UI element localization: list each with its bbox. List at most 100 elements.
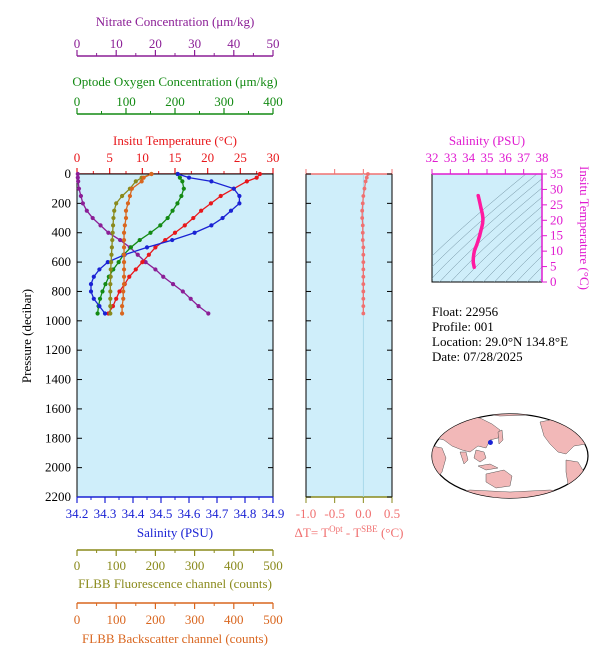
ts-density-contour-line [461,206,542,282]
temperature-data-point [254,175,259,180]
profile-plot-area [76,173,274,498]
ts-density-contour-line [538,277,542,282]
ts-data-point [480,212,485,216]
backscatter-data-point [119,311,125,316]
ts-data-point [481,217,485,221]
fluorescence-tick-label: 300 [185,558,205,573]
fluorescence-data-point [114,201,119,206]
oxygen-data-point [128,245,133,250]
japan-landmass [497,429,504,445]
ts-density-contour-line [432,174,527,257]
pressure-tick-label: 200 [52,195,72,210]
nitrate-tick-label: 0 [74,36,81,51]
pressure-tick-label: 2200 [45,489,71,504]
float-id-text: Float: 22956 [432,304,499,319]
nitrate-data-point [76,186,82,191]
temperature-data-point [191,215,196,221]
salinity-data-point [231,186,236,191]
ts-data-point [479,229,483,233]
pressure-tick-label: 1000 [45,313,71,328]
fluorescence-tick-label: 200 [146,558,166,573]
fluorescence-tick-label: 400 [224,558,244,573]
nitrate-data-point [196,304,201,309]
backscatter-data-point [125,201,131,206]
pressure-tick-label: 800 [52,283,72,298]
fluorescence-data-point [133,179,138,184]
world-map [431,413,589,499]
salinity-data-point [209,223,214,228]
ts-panel: Salinity (PSU) 32 33 34 35 36 37 3805101520253… [426,133,593,290]
salinity-data-point [105,259,110,265]
backscatter-data-point [123,208,129,213]
salinity-data-point [209,179,214,184]
ts-data-point [479,206,483,210]
nitrate-tick-label: 40 [227,36,240,51]
delta-t-data-point [360,208,365,213]
date-text: Date: 07/28/2025 [432,349,523,364]
delta-t-data-point [360,216,365,220]
nitrate-axis: Nitrate Concentration (μm/kg) 0 10 20 30 40 5… [74,14,280,57]
ts-density-contour-line [527,266,542,282]
pressure-tick-label: 1600 [45,401,71,416]
ts-salinity-tick-label: 33 [444,150,457,165]
backscatter-tick-label: 500 [263,612,283,627]
salinity-tick-label: 34.5 [150,506,173,521]
nitrate-data-point [75,171,80,177]
delta-t-data-point [361,282,366,287]
oxygen-data-point [170,208,175,213]
oxygen-data-point [95,311,100,316]
salinity-tick-label: 34.9 [262,506,285,521]
ts-density-contour-line [432,174,538,268]
oxygen-axis: Optode Oxygen Concentration (μm/kg) 0 100… [72,74,283,115]
temperature-data-point [140,259,145,265]
nitrate-tick-label: 50 [267,36,280,51]
oxygen-tick-label: 0 [74,94,81,109]
fluorescence-data-point [108,304,113,309]
temperature-data-point [244,179,249,184]
oxygen-data-point [180,179,185,184]
delta-t-data-point [361,194,366,198]
delta-t-data-point [361,260,366,264]
backscatter-data-point [121,245,127,250]
oxygen-data-point [100,289,105,294]
indonesia-landmass [477,463,499,471]
backscatter-data-point [121,237,127,243]
backscatter-tick-label: 0 [74,612,81,627]
temperature-tick-label: 30 [267,150,280,165]
fluorescence-data-point [108,274,113,279]
nitrate-data-point [75,175,80,180]
delta-t-data-point [360,238,365,242]
delta-t-axis-title: ΔT= TOpt - TSBE (°C) [295,524,404,540]
oxygen-data-point [97,296,103,301]
backscatter-data-point [119,304,125,309]
backscatter-tick-label: 100 [106,612,126,627]
arctic-landmass [469,414,561,417]
temperature-data-point [133,267,138,272]
ts-salinity-tick-label: 35 [481,150,494,165]
salinity-data-point [97,267,102,272]
backscatter-data-point [122,223,127,228]
nitrate-tick-label: 20 [149,36,162,51]
delta-t-data-point [361,274,366,279]
backscatter-data-point [129,186,134,191]
profile-panel: Pressure (decibar) 0 200 400 600 800 1000 1200… [19,166,274,504]
pressure-tick-label: 1800 [45,430,71,445]
ts-data-point [480,225,484,229]
salinity-tick-label: 34.6 [178,506,201,521]
delta-t-data-point [362,186,367,191]
delta-t-tick-label: -0.5 [324,506,345,521]
blue-dot-marker-icon [487,439,493,445]
oxygen-data-point [175,201,180,206]
ts-data-point [471,257,475,262]
ts-density-contour-line [505,245,542,282]
oxygen-data-point [177,175,182,180]
delta-t-data-point [361,296,366,301]
nitrate-data-point [161,274,166,279]
backscatter-tick-label: 300 [185,612,205,627]
backscatter-data-point [121,259,127,265]
nitrate-axis-title: Nitrate Concentration (μm/kg) [96,14,255,29]
profile-number-text: Profile: 001 [432,319,494,334]
temperature-data-point [153,245,158,250]
oxygen-data-point [148,230,153,235]
